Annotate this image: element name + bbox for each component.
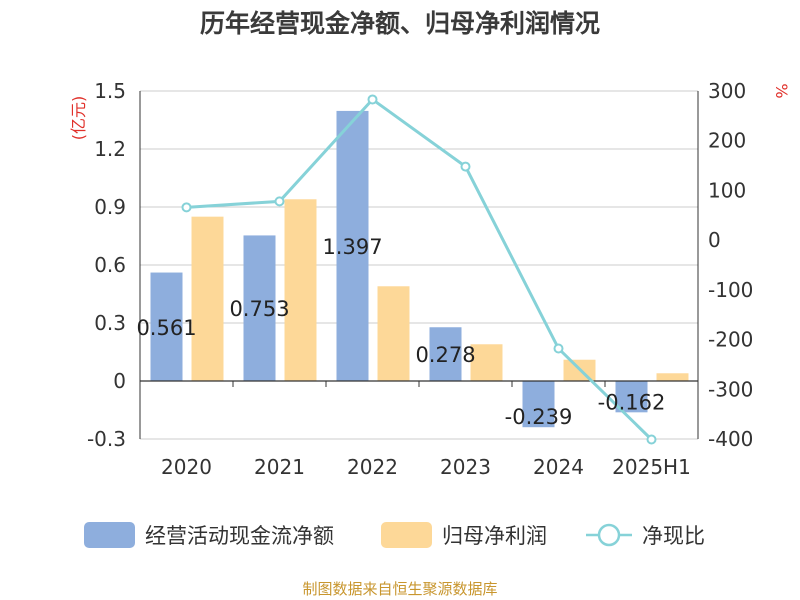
bar-cashflow — [336, 110, 369, 381]
legend-swatch-profit — [381, 522, 432, 548]
legend-label-ratio: 净现比 — [642, 524, 705, 548]
left-tick-label: 1.2 — [94, 137, 126, 161]
bar-value-label: 0.561 — [136, 316, 196, 340]
ratio-point — [367, 94, 378, 105]
left-tick-label: 0 — [113, 369, 126, 393]
left-tick-label: 0.9 — [94, 195, 126, 219]
bar-value-label: -0.162 — [598, 390, 666, 414]
chart-title: 历年经营现金净额、归母净利润情况 — [200, 9, 600, 38]
bar-value-label: -0.239 — [505, 405, 573, 429]
left-axis-unit: (亿元) — [69, 96, 88, 141]
category-label: 2024 — [533, 455, 584, 479]
category-label: 2021 — [254, 455, 305, 479]
axes: -0.3 0 0.3 0.6 0.9 1.2 1.5 -400 -300 -200 -100 0 100… — [87, 79, 753, 479]
right-tick-label: 200 — [708, 129, 746, 153]
legend-label-cashflow: 经营活动现金流净额 — [145, 524, 334, 548]
category-label: 2020 — [161, 455, 212, 479]
bar-cashflow — [150, 272, 183, 381]
bar-net-profit — [191, 216, 224, 381]
bar-cashflow — [522, 381, 555, 428]
right-tick-label: -200 — [708, 328, 753, 352]
bar-value-label: 0.278 — [415, 343, 475, 367]
bar-value-label: 0.753 — [229, 297, 289, 321]
right-tick-label: 100 — [708, 178, 746, 202]
bar-net-profit — [377, 286, 410, 381]
bar-value-label: 1.397 — [322, 235, 382, 259]
legend-label-profit: 归母净利润 — [442, 524, 547, 548]
left-tick-label: -0.3 — [87, 427, 126, 451]
ratio-line — [181, 94, 657, 445]
ratio-point — [553, 343, 564, 354]
bar-net-profit — [284, 199, 317, 381]
bar-cashflow — [615, 381, 648, 413]
bar-cashflow — [429, 327, 462, 381]
category-label: 2022 — [347, 455, 398, 479]
legend-swatch-cashflow — [84, 522, 135, 548]
right-tick-label: -300 — [708, 377, 753, 401]
ratio-point — [181, 202, 192, 213]
left-tick-label: 0.3 — [94, 311, 126, 335]
category-label: 2023 — [440, 455, 491, 479]
right-tick-label: 0 — [708, 228, 721, 252]
left-tick-label: 1.5 — [94, 79, 126, 103]
right-tick-label: -400 — [708, 427, 753, 451]
bar-net-profit — [656, 373, 689, 381]
data-labels: 0.561 0.753 1.397 0.278 -0.239 -0.162 — [136, 235, 665, 429]
source-note: 制图数据来自恒生聚源数据库 — [302, 580, 497, 598]
legend-marker-ratio — [597, 523, 621, 547]
right-tick-label: -100 — [708, 278, 753, 302]
bar-cashflow — [243, 235, 276, 381]
ratio-point — [460, 161, 471, 172]
right-axis-unit: % — [772, 83, 791, 98]
left-tick-label: 0.6 — [94, 253, 126, 277]
right-tick-label: 300 — [708, 79, 746, 103]
category-label: 2025H1 — [612, 455, 691, 479]
ratio-point — [274, 196, 285, 207]
bar-net-profit — [470, 344, 503, 381]
legend: 经营活动现金流净额 归母净利润 净现比 — [84, 522, 705, 548]
ratio-point — [646, 434, 657, 445]
ratio-line-path — [186, 97, 653, 441]
bars — [150, 110, 689, 428]
